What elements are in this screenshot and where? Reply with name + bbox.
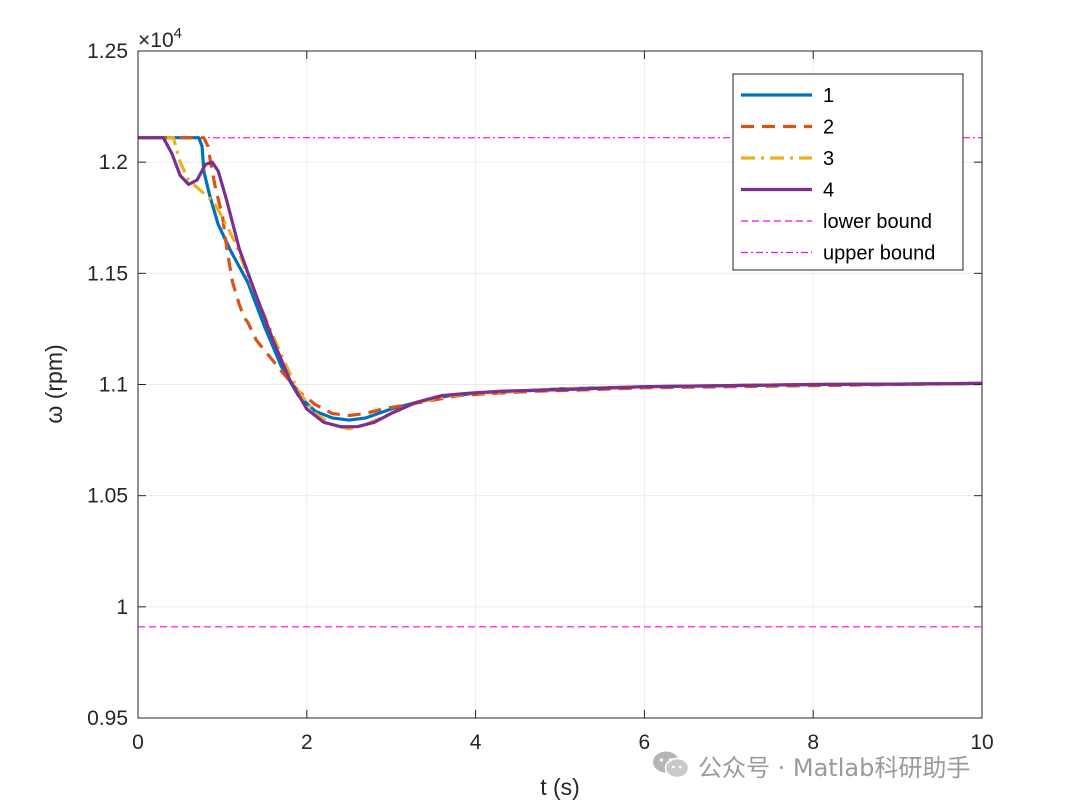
y-exponent-base: ×10	[138, 29, 174, 52]
y-axis-label: ω (rpm)	[41, 344, 67, 423]
legend-label-4: 4	[823, 180, 834, 202]
legend-label-5: lower bound	[823, 211, 932, 233]
y-tick-label: 1.2	[99, 151, 128, 174]
y-tick-label: 1.05	[87, 485, 128, 508]
watermark: 公众号 · Matlab科研助手	[652, 748, 970, 782]
y-tick-label: 1.25	[87, 40, 128, 63]
tick-marks	[137, 50, 983, 719]
y-exponent-label: ×104	[138, 25, 182, 52]
y-tick-label: 1.15	[87, 262, 128, 285]
y-tick-label: 0.95	[87, 707, 128, 730]
legend-box	[732, 73, 964, 271]
legend-label-3: 3	[823, 148, 834, 170]
x-tick-label: 6	[639, 731, 651, 754]
legend-label-2: 2	[823, 117, 834, 139]
y-tick-label: 1	[116, 596, 128, 619]
series-line-4	[138, 136, 983, 429]
series-layer	[138, 136, 983, 628]
legend-label-6: upper bound	[823, 243, 935, 265]
y-tick-label: 1.1	[99, 374, 128, 397]
watermark-text: 公众号 · Matlab科研助手	[698, 753, 971, 782]
x-tick-label: 4	[470, 731, 482, 754]
legend: 1 2 3 4 lower bound upper bound	[732, 73, 964, 271]
y-tick-labels: 0.95 1 1.05 1.1 1.15 1.2 1.25	[87, 40, 128, 730]
wechat-icon	[653, 751, 690, 779]
x-tick-label: 10	[970, 731, 993, 754]
x-axis-label: t (s)	[540, 774, 580, 800]
x-tick-label: 8	[807, 731, 819, 754]
x-tick-labels: 0 2 4 6 8 10	[132, 731, 994, 754]
x-tick-label: 0	[132, 731, 144, 754]
legend-label-1: 1	[823, 85, 834, 107]
x-tick-label: 2	[301, 731, 313, 754]
y-exponent-power: 4	[174, 25, 182, 42]
